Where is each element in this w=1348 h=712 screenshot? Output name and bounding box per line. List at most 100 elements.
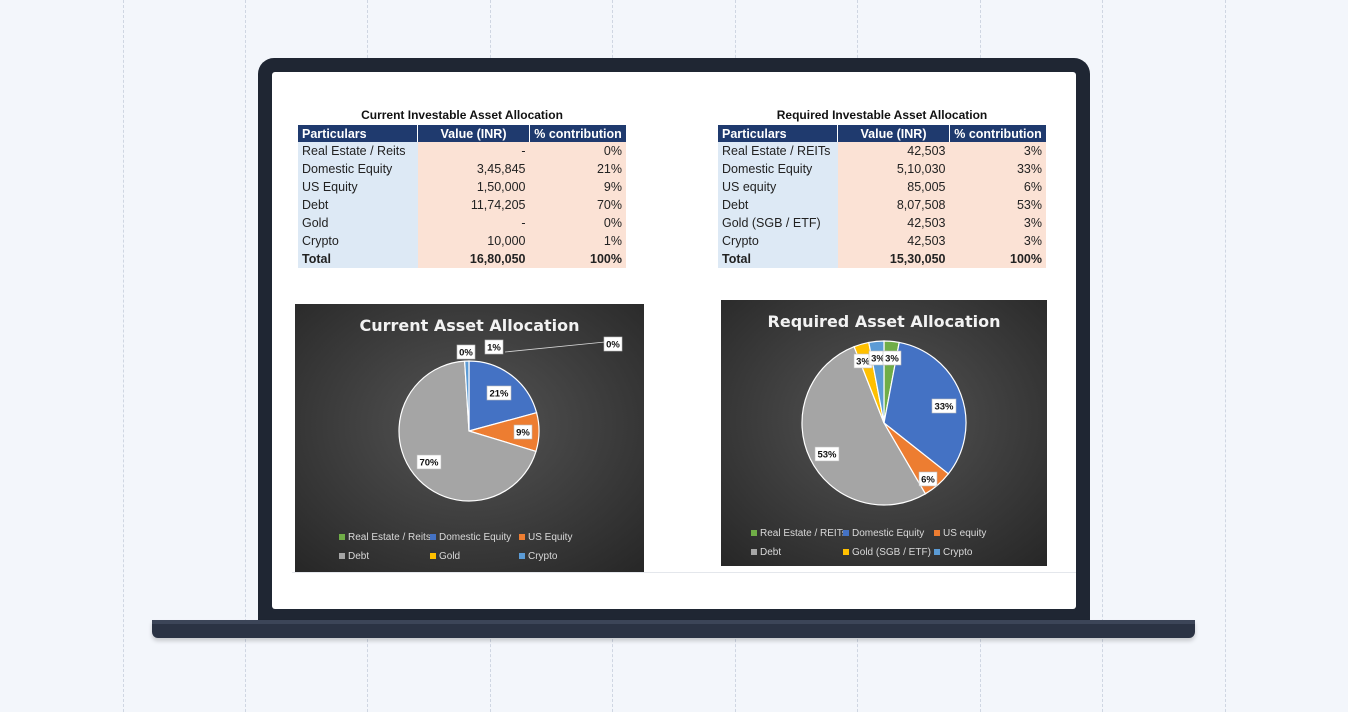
data-label-box: [603, 336, 623, 352]
data-label-box: [513, 424, 533, 440]
cell-particular: Real Estate / Reits: [298, 142, 418, 160]
cell-contribution: 33%: [949, 160, 1046, 178]
legend-label-real-estate: Real Estate / Reits: [348, 532, 431, 543]
cell-total-value: 15,30,050: [837, 250, 950, 268]
cell-particular: Debt: [718, 196, 838, 214]
cell-value: 11,74,205: [417, 196, 530, 214]
header-contribution: % contribution: [949, 125, 1046, 142]
cell-contribution: 3%: [949, 232, 1046, 250]
legend-swatch-gold: [430, 553, 436, 559]
data-label-domestic-equity: 33%: [934, 402, 954, 413]
data-label-real-estate: 3%: [885, 354, 899, 365]
table-row: Gold (SGB / ETF) 42,503 3%: [718, 214, 1046, 232]
pie-slice-domestic-equity: [883, 341, 967, 475]
required-allocation-table: Required Investable Asset Allocation Par…: [718, 108, 1046, 268]
data-label-box: [486, 385, 512, 401]
laptop-base-edge: [152, 620, 1195, 624]
cell-particular: Debt: [298, 196, 418, 214]
header-contribution: % contribution: [529, 125, 626, 142]
cell-value: 5,10,030: [837, 160, 950, 178]
legend-swatch-real-estate: [751, 530, 757, 536]
legend-label-gold: Gold: [439, 551, 460, 562]
header-particulars: Particulars: [298, 125, 418, 142]
legend-label-gold: Gold (SGB / ETF): [852, 547, 931, 558]
data-label-box: [931, 398, 957, 414]
table-total-row: Total 16,80,050 100%: [298, 250, 626, 268]
cell-total-label: Total: [298, 250, 418, 268]
cell-value: 85,005: [837, 178, 950, 196]
cell-total-label: Total: [718, 250, 838, 268]
cell-particular: Crypto: [298, 232, 418, 250]
pie-slice-crypto: [464, 360, 470, 432]
cell-value: -: [417, 214, 530, 232]
cell-value: 42,503: [837, 142, 950, 160]
legend-label-domestic-equity: Domestic Equity: [439, 532, 511, 543]
laptop-screen: Current Investable Asset Allocation Part…: [272, 72, 1076, 609]
legend-label-crypto: Crypto: [943, 547, 973, 558]
data-label-crypto: 1%: [487, 343, 501, 354]
header-particulars: Particulars: [718, 125, 838, 142]
pie-slice-debt: [801, 345, 927, 506]
cell-contribution: 1%: [529, 232, 626, 250]
legend-label-debt: Debt: [760, 547, 781, 558]
data-label-us-equity: 6%: [921, 475, 935, 486]
background-gridline: [245, 0, 246, 712]
legend-swatch-domestic-equity: [430, 534, 436, 540]
legend-swatch-us-equity: [934, 530, 940, 536]
legend-label-us-equity: US equity: [943, 528, 986, 539]
required-allocation-chart: Required Asset Allocation 3% 3% 3% 33% 6% 53% R…: [721, 300, 1047, 566]
cell-contribution: 0%: [529, 214, 626, 232]
table-row: US equity 85,005 6%: [718, 178, 1046, 196]
table-row: Crypto 42,503 3%: [718, 232, 1046, 250]
data-label-box: [456, 344, 476, 360]
chart-title: Required Asset Allocation: [768, 312, 1001, 331]
cell-value: 10,000: [417, 232, 530, 250]
current-table-title: Current Investable Asset Allocation: [361, 108, 563, 122]
data-label-real-estate: 0%: [606, 340, 620, 351]
cell-contribution: 9%: [529, 178, 626, 196]
data-label-us-equity: 9%: [516, 428, 530, 439]
cell-particular: Domestic Equity: [718, 160, 838, 178]
cell-contribution: 3%: [949, 142, 1046, 160]
cell-value: 42,503: [837, 232, 950, 250]
data-label-box: [416, 454, 442, 470]
table-row: Crypto 10,000 1%: [298, 232, 626, 250]
cell-particular: Crypto: [718, 232, 838, 250]
current-allocation-chart: Current Asset Allocation 0% 1% 0% 21% 9% 70% Re…: [295, 304, 644, 572]
data-label-domestic-equity: 21%: [489, 389, 509, 400]
cell-particular: US equity: [718, 178, 838, 196]
data-label-box: [814, 446, 840, 462]
cell-value: 42,503: [837, 214, 950, 232]
legend-swatch-crypto: [934, 549, 940, 555]
legend-swatch-debt: [339, 553, 345, 559]
cell-contribution: 53%: [949, 196, 1046, 214]
cell-value: 1,50,000: [417, 178, 530, 196]
cell-particular: Gold (SGB / ETF): [718, 214, 838, 232]
table-row: US Equity 1,50,000 9%: [298, 178, 626, 196]
data-label-crypto: 3%: [871, 354, 885, 365]
legend-swatch-gold: [843, 549, 849, 555]
background-gridline: [123, 0, 124, 712]
table-row: Domestic Equity 5,10,030 33%: [718, 160, 1046, 178]
cell-total-contribution: 100%: [949, 250, 1046, 268]
data-label-box: [882, 350, 902, 366]
table-row: Gold - 0%: [298, 214, 626, 232]
data-label-leader-line: [504, 341, 606, 353]
cell-value: 8,07,508: [837, 196, 950, 214]
table-row: Debt 11,74,205 70%: [298, 196, 626, 214]
legend-swatch-debt: [751, 549, 757, 555]
legend-label-domestic-equity: Domestic Equity: [852, 528, 924, 539]
cell-value: 3,45,845: [417, 160, 530, 178]
cell-total-contribution: 100%: [529, 250, 626, 268]
background-gridline: [1225, 0, 1226, 712]
current-allocation-table: Current Investable Asset Allocation Part…: [298, 108, 626, 268]
cell-contribution: 0%: [529, 142, 626, 160]
cell-total-value: 16,80,050: [417, 250, 530, 268]
legend-swatch-crypto: [519, 553, 525, 559]
laptop-base: [152, 620, 1195, 638]
table-row: Domestic Equity 3,45,845 21%: [298, 160, 626, 178]
data-label-debt: 53%: [817, 450, 837, 461]
table-row: Real Estate / Reits - 0%: [298, 142, 626, 160]
chart-title: Current Asset Allocation: [359, 316, 579, 335]
data-label-gold: 0%: [459, 348, 473, 359]
